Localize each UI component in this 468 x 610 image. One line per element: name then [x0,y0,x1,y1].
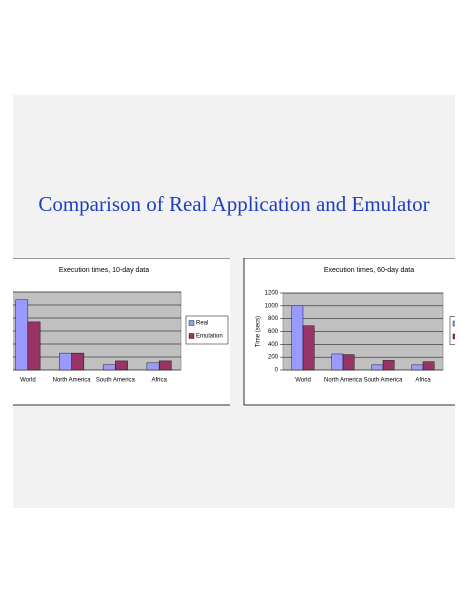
bar [371,364,384,371]
legend-swatch [188,320,195,326]
y-tick-label: 1200 [0,290,2,296]
bar [331,353,344,371]
x-tick-label: World [20,378,36,384]
slide-title: Comparison of Real Application and Emula… [38,192,429,216]
bar [342,354,355,371]
x-tick-label: World [295,378,311,384]
legend-label: Emulation [460,334,468,340]
bar [27,321,41,371]
x-tick-label: Africa [415,378,431,384]
x-tick-label: South America [363,378,403,384]
legend-label: Emulation [196,334,223,340]
x-tick-label: Africa [151,378,167,384]
bar [302,325,315,371]
chart-title: Execution times, 60-day data [324,267,414,274]
bar [146,362,160,371]
y-tick-label: 1000 [265,303,279,309]
legend-swatch [452,320,455,327]
bar [15,299,29,371]
bar [158,360,172,371]
bar [115,360,128,371]
legend-box [449,316,455,345]
y-axis-label: Time (secs) [256,316,262,347]
bar [291,305,304,371]
legend-swatch [188,333,195,339]
bar [411,364,424,371]
y-tick-label: 0 [275,368,279,374]
y-tick-label: 0 [0,368,2,374]
y-tick-label: 800 [0,316,2,322]
y-tick-label: 800 [268,316,279,322]
legend-label: Real [460,321,468,327]
y-tick-label: 200 [268,355,279,361]
y-tick-label: 400 [0,342,2,348]
bar [71,352,85,371]
y-tick-label: 1200 [265,291,279,297]
legend-swatch [452,333,455,340]
chart: Execution times, 60-day data 0 200 400 600 80… [243,258,468,406]
x-tick-label: South America [96,378,136,384]
bar [382,360,395,371]
x-tick-label: North America [324,378,363,384]
bar [102,364,116,371]
y-tick-label: 200 [0,355,2,361]
legend-label: Real [196,321,208,327]
bar [422,361,435,371]
chart-title: Execution times, 10-day data [59,267,149,274]
bar [59,352,72,371]
y-tick-label: 400 [268,342,279,348]
x-tick-label: North America [53,378,92,384]
chart: Execution times, 10-day data 0 200 400 600 80… [0,258,230,406]
y-tick-label: 600 [0,329,2,335]
y-tick-label: 600 [268,329,279,335]
y-tick-label: 1000 [0,303,2,309]
